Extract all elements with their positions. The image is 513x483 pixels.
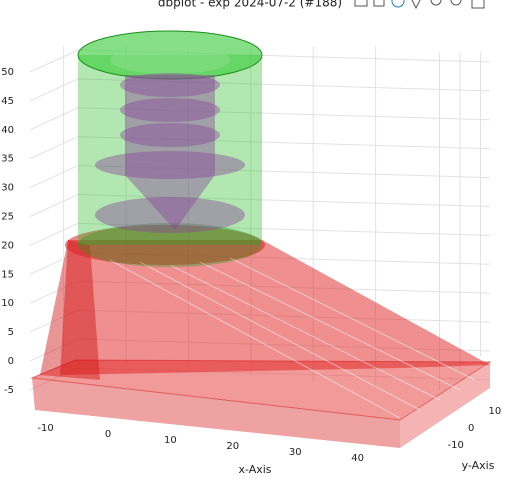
- z-tick-label: 40: [1, 125, 14, 136]
- spiral: [95, 73, 245, 233]
- z-tick-label: 10: [1, 298, 14, 309]
- y-axis-label: y-Axis: [462, 459, 495, 472]
- grid: [29, 46, 491, 391]
- z-tick-label: 15: [1, 269, 14, 280]
- x-tick-label: -10: [37, 423, 53, 434]
- tool-icon[interactable]: [471, 0, 485, 9]
- base-side: [400, 362, 490, 448]
- z-tick-label: 25: [1, 212, 14, 223]
- x-axis-label: x-Axis: [238, 463, 271, 476]
- tool-icon[interactable]: [450, 0, 462, 6]
- toolbar[interactable]: [354, 0, 485, 10]
- cylinder-bottom: [78, 223, 262, 267]
- cylinder-inner: [110, 46, 230, 74]
- tool-icon[interactable]: [373, 0, 385, 7]
- z-tick-label: 35: [1, 154, 14, 165]
- z-tick-label: 45: [1, 96, 14, 107]
- x-tick-label: 40: [351, 453, 364, 464]
- z-grid-line: [29, 193, 491, 217]
- tool-icon[interactable]: [410, 0, 422, 10]
- z-grid-line: [29, 165, 491, 189]
- funnel-top: [65, 225, 265, 265]
- mesh-lines: [109, 257, 476, 419]
- y-tick-label: -10: [448, 440, 464, 451]
- z-tick-label: 0: [8, 356, 14, 367]
- chart-title: dbplot - exp 2024-07-2 (#188): [158, 0, 342, 10]
- z-grid-line: [29, 78, 491, 102]
- tool-icon[interactable]: [391, 0, 405, 8]
- z-grid-line: [29, 49, 491, 73]
- cylinder: [78, 55, 262, 245]
- model: [30, 30, 492, 448]
- x-tick-label: 10: [164, 435, 177, 446]
- x-tick-label: 30: [289, 447, 302, 458]
- z-tick-label: -5: [4, 385, 14, 396]
- z-grid-line: [29, 107, 491, 131]
- y-tick-label: 10: [489, 406, 502, 417]
- tool-icon[interactable]: [430, 0, 442, 6]
- base-front: [32, 378, 400, 448]
- y-tick-label: 0: [468, 423, 474, 434]
- x-tick-label: 0: [105, 429, 111, 440]
- z-tick-label: 20: [1, 240, 14, 251]
- x-tick-label: 20: [226, 441, 239, 452]
- funnel-side: [40, 240, 100, 380]
- z-tick-label: 5: [8, 327, 14, 338]
- z-grid-line: [29, 136, 491, 160]
- z-tick-label: 50: [1, 67, 14, 78]
- z-grid-line: [29, 222, 491, 246]
- z-tick-label: 30: [1, 183, 14, 194]
- funnel: [60, 240, 490, 375]
- tool-icon[interactable]: [354, 0, 368, 7]
